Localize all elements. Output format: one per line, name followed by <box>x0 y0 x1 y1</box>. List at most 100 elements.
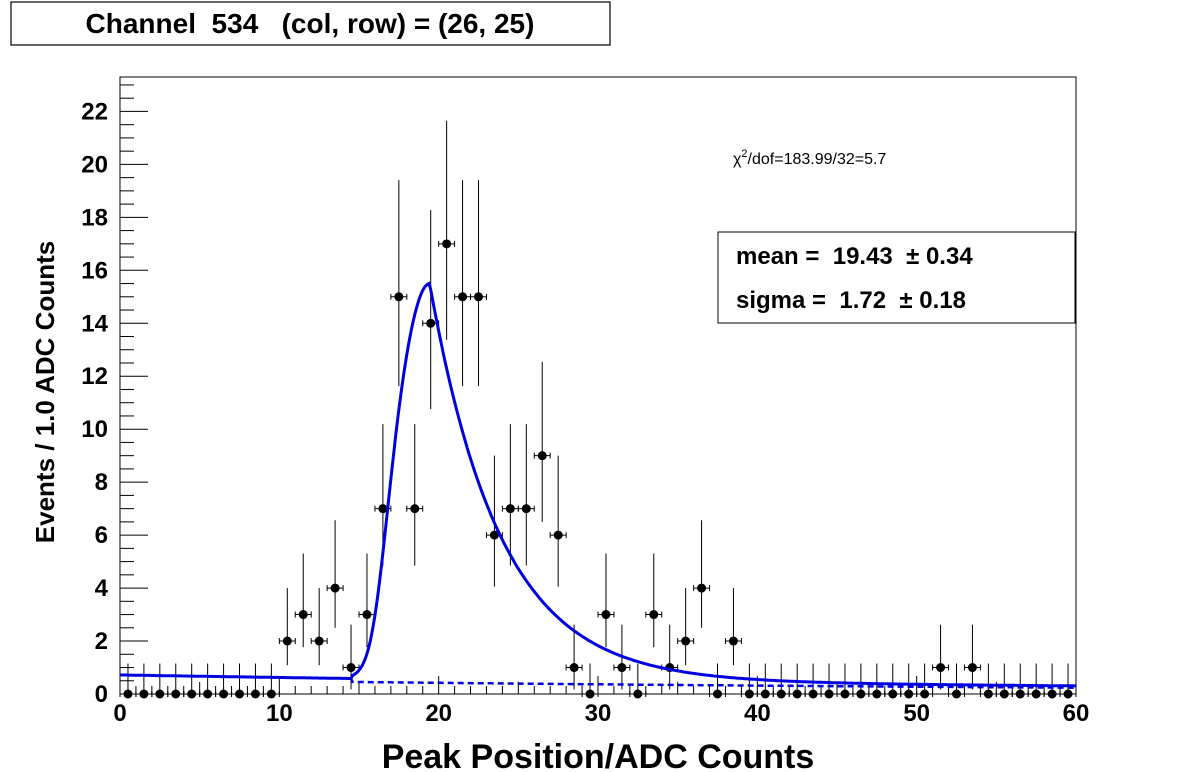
x-tick-label: 60 <box>1063 700 1090 727</box>
marker <box>808 689 818 699</box>
fit-result-box <box>717 231 1076 324</box>
marker <box>760 689 770 699</box>
marker <box>458 292 468 302</box>
marker <box>298 610 308 620</box>
marker <box>952 689 961 699</box>
data-point <box>836 663 854 699</box>
data-point <box>1043 663 1061 699</box>
marker <box>936 663 946 673</box>
marker <box>314 636 324 646</box>
marker <box>824 689 834 699</box>
marker <box>856 689 866 699</box>
data-point <box>358 553 376 648</box>
marker <box>489 530 499 540</box>
plot-frame <box>119 76 1077 695</box>
y-tick-label: 20 <box>81 151 108 178</box>
data-point <box>948 663 965 699</box>
marker <box>681 636 691 646</box>
marker <box>1063 689 1073 699</box>
title-box <box>10 1 611 46</box>
marker <box>362 610 372 620</box>
data-point <box>517 424 535 566</box>
marker <box>266 689 276 699</box>
marker <box>553 530 563 540</box>
marker <box>203 689 213 699</box>
marker <box>840 689 850 699</box>
marker <box>888 689 898 699</box>
marker <box>999 689 1009 699</box>
x-axis-label: Peak Position/ADC Counts <box>382 738 815 772</box>
y-tick-label: 22 <box>81 98 108 125</box>
x-tick-label: 10 <box>266 700 293 727</box>
y-tick-label: 2 <box>95 628 108 655</box>
data-point <box>884 663 902 699</box>
data-point <box>454 180 472 387</box>
data-point <box>677 588 695 666</box>
marker <box>139 689 149 699</box>
x-tick-label: 20 <box>425 700 452 727</box>
data-point <box>916 663 934 699</box>
data-point <box>963 624 981 690</box>
data-point <box>135 663 153 699</box>
data-point <box>199 663 217 699</box>
marker <box>649 610 659 620</box>
marker <box>250 689 260 699</box>
data-point <box>932 624 950 690</box>
data-point <box>390 180 408 387</box>
marker <box>1047 689 1057 699</box>
mean-label: mean = 19.43 ± 0.34 <box>736 243 973 270</box>
marker <box>601 610 611 620</box>
data-point <box>645 553 663 648</box>
marker <box>697 583 707 593</box>
marker <box>187 689 197 699</box>
y-tick-label: 14 <box>81 310 108 337</box>
marker <box>713 689 722 699</box>
y-tick-label: 8 <box>95 469 108 496</box>
marker <box>1015 689 1025 699</box>
marker <box>633 689 643 699</box>
data-point <box>294 553 312 648</box>
data-marks <box>119 120 1077 699</box>
fit-background-curve <box>119 673 1076 689</box>
x-tick-label: 0 <box>113 700 126 727</box>
data-point <box>183 663 201 699</box>
chart-title: Channel 534 (col, row) = (26, 25) <box>86 8 535 39</box>
marker <box>792 689 802 699</box>
marker <box>282 636 292 646</box>
y-tick-label: 16 <box>81 257 108 284</box>
data-point <box>549 455 567 587</box>
marker <box>569 663 579 673</box>
data-point <box>278 588 296 666</box>
sigma-label: sigma = 1.72 ± 0.18 <box>736 287 966 314</box>
fit-total-curve <box>119 281 1076 688</box>
marker <box>872 689 882 699</box>
marker <box>474 292 483 302</box>
marker <box>505 504 515 514</box>
marker <box>920 689 930 699</box>
y-tick-label: 18 <box>81 204 108 231</box>
marker <box>378 504 388 514</box>
data-point <box>151 663 169 699</box>
y-tick-label: 6 <box>95 522 108 549</box>
marker <box>617 663 627 673</box>
marker <box>585 689 595 699</box>
data-point <box>1011 663 1029 699</box>
data-point <box>231 663 248 699</box>
data-point <box>310 588 328 666</box>
x-tick-label: 30 <box>585 700 612 727</box>
data-point <box>740 663 758 699</box>
marker <box>967 663 977 673</box>
data-point <box>438 120 456 340</box>
marker <box>155 689 165 699</box>
data-point <box>995 663 1013 699</box>
y-tick-label: 4 <box>95 575 109 602</box>
marker <box>728 636 738 646</box>
axes: 0 10 20 30 40 50 60 0 2 4 6 8 10 12 14 16 18 20 22 <box>81 84 1090 727</box>
data-point <box>246 663 264 699</box>
data-point <box>470 180 487 387</box>
marker <box>219 689 229 699</box>
x-tick-label: 40 <box>744 700 771 727</box>
marker <box>394 292 404 302</box>
marker <box>171 689 181 699</box>
